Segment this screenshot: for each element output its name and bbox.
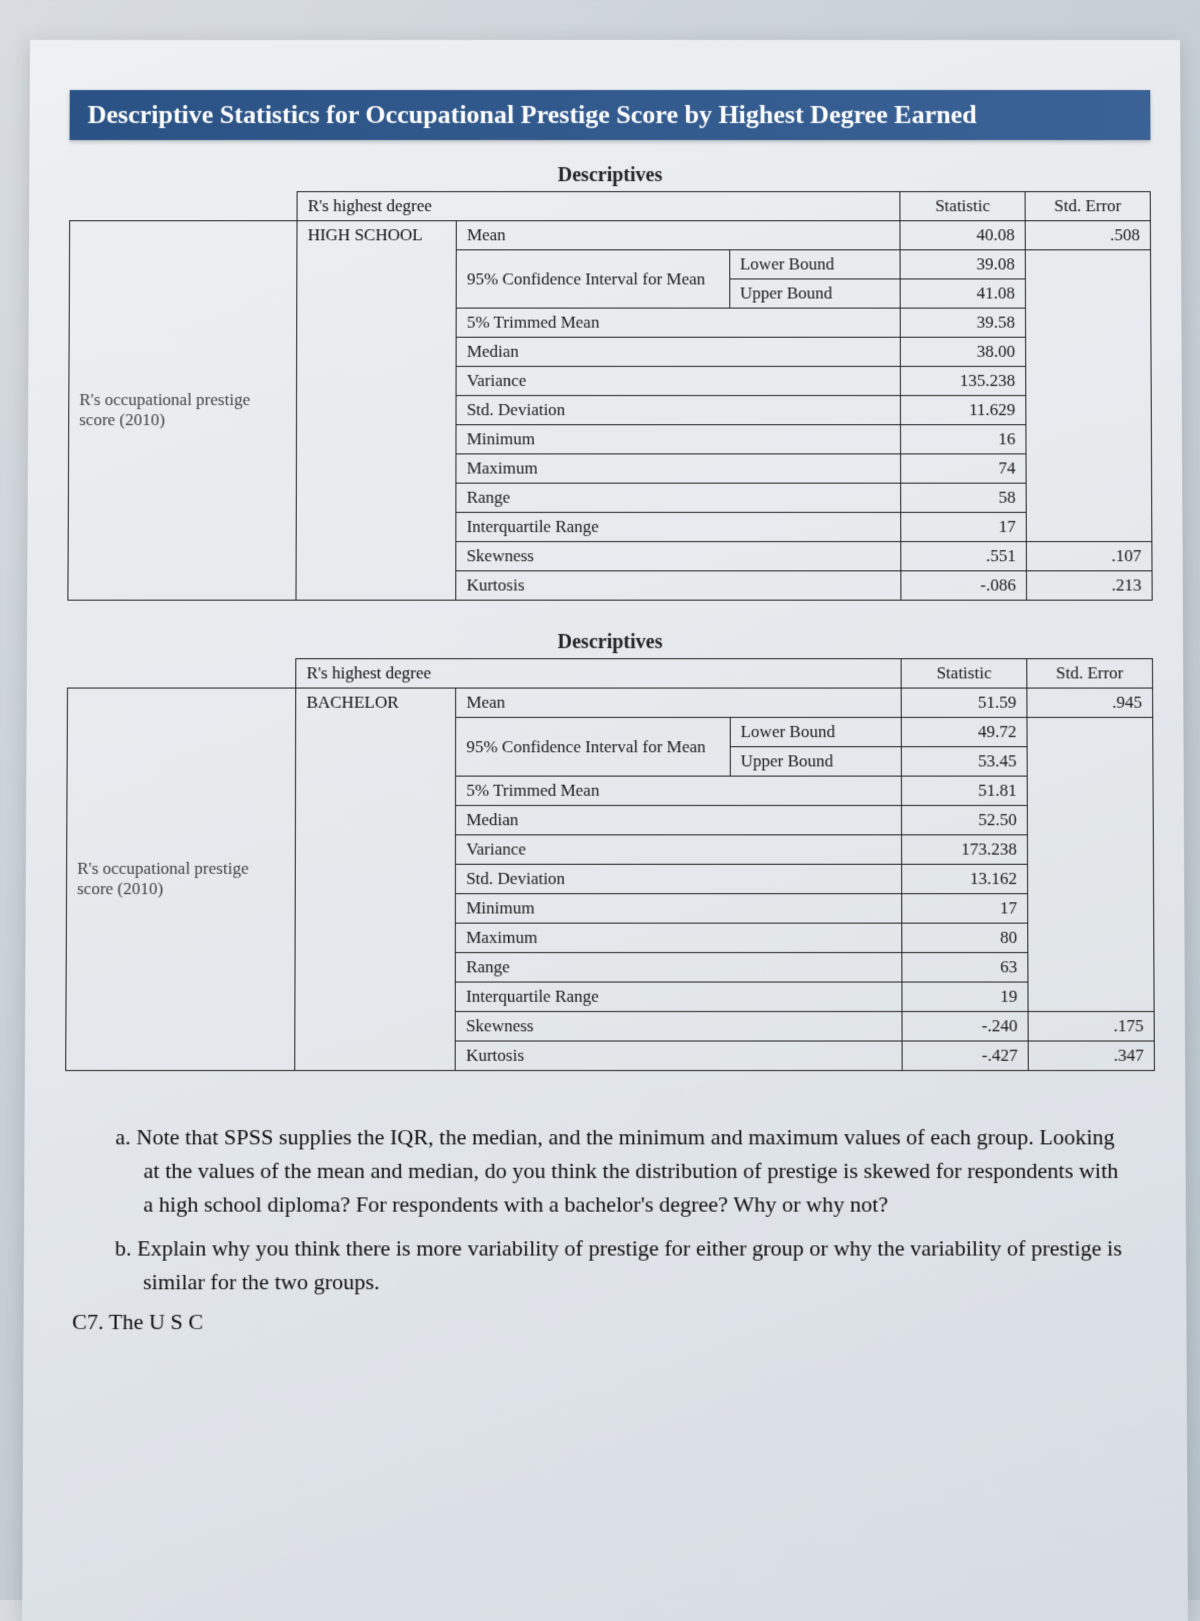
val-max-1: 74: [901, 454, 1026, 483]
col-stderr-2: Std. Error: [1027, 659, 1153, 688]
metric-median: Median: [456, 337, 900, 366]
val-median-1: 38.00: [900, 337, 1025, 366]
metric-kurt: Kurtosis: [456, 571, 901, 600]
metric-mean-2: Mean: [456, 688, 902, 717]
metric-ci: 95% Confidence Interval for Mean: [456, 250, 729, 308]
descriptives-table-2: R's highest degree Statistic Std. Error …: [65, 658, 1155, 1071]
metric-iqr: Interquartile Range: [456, 512, 901, 541]
val-max-2: 80: [902, 923, 1028, 952]
metric-ub-2: Upper Bound: [730, 747, 901, 776]
question-block: a. Note that SPSS supplies the IQR, the …: [64, 1102, 1156, 1299]
col-stderr: Std. Error: [1025, 192, 1150, 221]
metric-range-2: Range: [455, 953, 902, 982]
val-var-1: 135.238: [900, 366, 1025, 395]
val-skew-2: -.240: [902, 1012, 1028, 1041]
degree-header-2: R's highest degree: [296, 659, 901, 688]
question-b: b. Explain why you think there is more v…: [115, 1231, 1126, 1298]
val-iqr-1: 17: [901, 512, 1027, 541]
val-mean-se-1: .508: [1025, 221, 1150, 250]
val-sd-2: 13.162: [902, 864, 1028, 893]
metric-max-2: Maximum: [455, 923, 901, 952]
col-statistic-2: Statistic: [901, 659, 1027, 688]
val-range-2: 63: [902, 953, 1028, 982]
val-mean-se-2: .945: [1027, 688, 1153, 717]
metric-sd-2: Std. Deviation: [456, 864, 902, 893]
val-min-1: 16: [901, 425, 1026, 454]
degree-value-1: HIGH SCHOOL: [296, 221, 456, 600]
metric-sd: Std. Deviation: [456, 396, 900, 425]
val-sd-1: 11.629: [901, 396, 1026, 425]
metric-min: Minimum: [456, 425, 901, 454]
metric-range: Range: [456, 483, 901, 512]
descriptives-title-2: Descriptives: [67, 631, 1153, 654]
val-var-2: 173.238: [902, 835, 1028, 864]
metric-mean: Mean: [456, 221, 900, 250]
metric-max: Maximum: [456, 454, 901, 483]
val-min-2: 17: [902, 894, 1028, 923]
val-kurt-se-2: .347: [1028, 1041, 1154, 1071]
val-lb-1: 39.08: [900, 250, 1025, 279]
row-label: R's occupational prestige score (2010): [68, 221, 297, 600]
metric-trim-2: 5% Trimmed Mean: [456, 776, 902, 805]
val-skew-se-2: .175: [1028, 1012, 1154, 1041]
val-lb-2: 49.72: [901, 717, 1027, 746]
metric-variance-2: Variance: [456, 835, 902, 864]
col-statistic: Statistic: [900, 192, 1025, 221]
textbook-page: Descriptive Statistics for Occupational …: [22, 40, 1188, 1621]
val-ub-2: 53.45: [901, 747, 1027, 776]
metric-lb: Lower Bound: [729, 250, 900, 279]
val-trim-2: 51.81: [901, 776, 1027, 805]
metric-kurt-2: Kurtosis: [455, 1041, 902, 1071]
question-a: a. Note that SPSS supplies the IQR, the …: [115, 1120, 1125, 1221]
metric-median-2: Median: [456, 805, 902, 834]
val-mean-2: 51.59: [901, 688, 1027, 717]
val-kurt-1: -.086: [901, 571, 1027, 600]
val-range-1: 58: [901, 483, 1027, 512]
metric-iqr-2: Interquartile Range: [455, 982, 902, 1011]
cutoff-text: C7. The U S C: [64, 1309, 1156, 1336]
val-median-2: 52.50: [902, 805, 1028, 834]
val-kurt-se-1: .213: [1026, 571, 1152, 600]
val-kurt-2: -.427: [902, 1041, 1028, 1071]
metric-variance: Variance: [456, 366, 900, 395]
metric-trim: 5% Trimmed Mean: [456, 308, 900, 337]
metric-lb-2: Lower Bound: [730, 717, 901, 746]
val-trim-1: 39.58: [900, 308, 1025, 337]
val-skew-1: .551: [901, 542, 1027, 571]
metric-skew: Skewness: [456, 542, 901, 571]
metric-ub: Upper Bound: [729, 279, 900, 308]
val-ub-1: 41.08: [900, 279, 1025, 308]
val-mean-1: 40.08: [900, 221, 1025, 250]
descriptives-title-1: Descriptives: [69, 164, 1150, 187]
metric-min-2: Minimum: [456, 894, 902, 923]
metric-ci-2: 95% Confidence Interval for Mean: [456, 717, 730, 776]
row-label-2: R's occupational prestige score (2010): [66, 688, 296, 1070]
degree-value-2: BACHELOR: [295, 688, 456, 1070]
section-banner: Descriptive Statistics for Occupational …: [70, 90, 1151, 140]
val-skew-se-1: .107: [1026, 542, 1152, 571]
descriptives-table-1: R's highest degree Statistic Std. Error …: [67, 191, 1152, 600]
degree-header: R's highest degree: [297, 192, 900, 221]
val-iqr-2: 19: [902, 982, 1028, 1011]
metric-skew-2: Skewness: [455, 1012, 902, 1041]
